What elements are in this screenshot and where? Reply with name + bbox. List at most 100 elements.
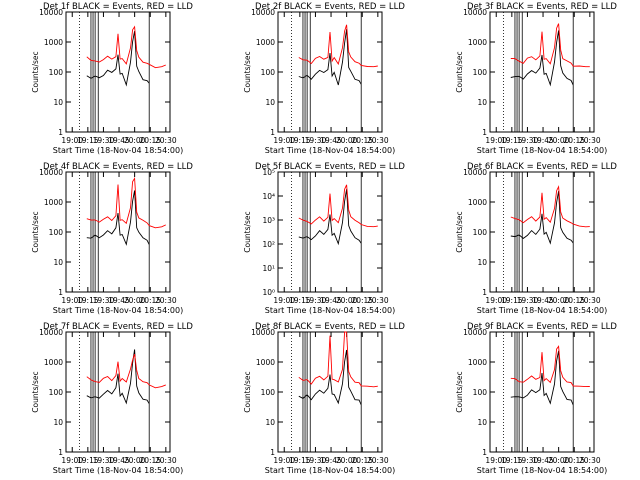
y-tick-label: 1 [482, 288, 487, 297]
x-tick-label: 20:15 [563, 136, 585, 145]
y-tick-label: 1000 [44, 38, 63, 47]
y-tick-label: 100 [49, 228, 64, 237]
chart-panel: Det 1f BLACK = Events, RED = LLD 1 10 100 10… [31, 2, 193, 155]
x-tick-label: 20:30 [367, 136, 389, 145]
events-series-line [510, 30, 574, 87]
x-axis-label: Start Time (18-Nov-04 18:54:00) [265, 466, 395, 475]
y-tick-label: 100 [261, 68, 276, 77]
lld-series-line [298, 331, 378, 388]
x-tick-label: 20:30 [579, 136, 601, 145]
y-axis-label: Counts/sec [243, 371, 252, 412]
y-tick-label: 100 [473, 388, 488, 397]
x-axis-label: Start Time (18-Nov-04 18:54:00) [265, 306, 395, 315]
x-tick-label: 20:30 [155, 456, 177, 465]
y-tick-label: 1000 [44, 198, 63, 207]
x-tick-label: 19:00 [273, 296, 295, 305]
chart-panel: Det 6f BLACK = Events, RED = LLD 1 10 100 10… [455, 162, 617, 315]
x-tick-label: 20:15 [563, 456, 585, 465]
y-tick-label: 10000 [463, 168, 487, 177]
y-tick-label: 100 [261, 388, 276, 397]
x-tick-label: 19:00 [61, 136, 83, 145]
y-tick-label: 1 [58, 128, 63, 137]
y-tick-label: 10 [53, 258, 63, 267]
y-tick-label: 10000 [39, 168, 63, 177]
y-tick-label: 10 [265, 418, 275, 427]
x-tick-label: 19:00 [485, 136, 507, 145]
lld-series-line [510, 23, 590, 68]
y-tick-label: 10 [265, 98, 275, 107]
x-tick-label: 19:45 [108, 296, 130, 305]
panel-title: Det 9f BLACK = Events, RED = LLD [467, 322, 617, 332]
lld-series-line [510, 185, 590, 228]
panel-title: Det 2f BLACK = Events, RED = LLD [255, 2, 405, 12]
x-tick-label: 20:15 [139, 136, 161, 145]
x-tick-label: 20:00 [336, 456, 358, 465]
y-tick-label: 10² [262, 240, 275, 249]
y-tick-label: 1 [270, 128, 275, 137]
y-axis-label: Counts/sec [455, 371, 464, 412]
events-series-line [298, 29, 362, 86]
x-tick-label: 19:15 [501, 296, 523, 305]
chart-panel: Det 9f BLACK = Events, RED = LLD 1 10 100 10… [455, 322, 617, 475]
y-tick-label: 1 [270, 448, 275, 457]
x-tick-label: 20:15 [351, 456, 373, 465]
x-tick-label: 20:15 [563, 296, 585, 305]
x-tick-label: 20:00 [548, 456, 570, 465]
x-tick-label: 20:30 [367, 456, 389, 465]
x-tick-label: 19:15 [501, 456, 523, 465]
x-tick-label: 19:45 [320, 456, 342, 465]
x-tick-label: 20:15 [139, 296, 161, 305]
x-tick-label: 19:00 [485, 296, 507, 305]
plot-frame [65, 11, 171, 133]
y-tick-label: 10000 [39, 8, 63, 17]
x-tick-label: 19:45 [532, 136, 554, 145]
x-axis-label: Start Time (18-Nov-04 18:54:00) [477, 466, 607, 475]
y-axis-label: Counts/sec [243, 211, 252, 252]
y-tick-label: 10³ [262, 216, 275, 225]
x-tick-label: 20:15 [139, 456, 161, 465]
y-tick-label: 100 [473, 228, 488, 237]
x-tick-label: 19:30 [517, 456, 539, 465]
y-tick-label: 10000 [463, 328, 487, 337]
x-tick-label: 19:45 [532, 296, 554, 305]
plot-frame [489, 11, 595, 133]
y-tick-label: 10000 [463, 8, 487, 17]
lld-series-line [86, 25, 166, 69]
x-tick-label: 19:15 [289, 296, 311, 305]
events-series-line [86, 190, 150, 246]
x-tick-label: 19:00 [485, 456, 507, 465]
lld-series-line [86, 353, 166, 389]
x-tick-label: 19:45 [108, 136, 130, 145]
x-tick-label: 20:00 [124, 136, 146, 145]
y-axis-label: Counts/sec [31, 371, 40, 412]
y-tick-label: 10 [477, 418, 487, 427]
panel-title: Det 6f BLACK = Events, RED = LLD [467, 162, 617, 172]
x-tick-label: 19:30 [93, 456, 115, 465]
x-tick-label: 19:30 [305, 136, 327, 145]
y-tick-label: 10 [477, 98, 487, 107]
y-tick-label: 1000 [44, 358, 63, 367]
y-tick-label: 100 [49, 388, 64, 397]
y-tick-label: 1000 [468, 38, 487, 47]
y-tick-label: 10 [53, 418, 63, 427]
x-tick-label: 19:15 [77, 136, 99, 145]
y-tick-label: 10⁴ [262, 192, 275, 201]
x-tick-label: 19:30 [93, 296, 115, 305]
plot-frame [489, 331, 595, 453]
x-axis-label: Start Time (18-Nov-04 18:54:00) [53, 146, 183, 155]
x-tick-label: 19:45 [320, 136, 342, 145]
x-tick-label: 20:30 [579, 456, 601, 465]
y-tick-label: 10⁵ [262, 168, 275, 177]
x-tick-label: 20:30 [155, 136, 177, 145]
x-tick-label: 20:00 [548, 136, 570, 145]
y-tick-label: 100 [49, 68, 64, 77]
y-axis-label: Counts/sec [455, 51, 464, 92]
chart-panel: Det 4f BLACK = Events, RED = LLD 1 10 100 10… [31, 162, 193, 315]
events-series-line [86, 31, 150, 87]
plot-frame [277, 11, 383, 133]
chart-panel: Det 3f BLACK = Events, RED = LLD 1 10 100 10… [455, 2, 617, 155]
x-axis-label: Start Time (18-Nov-04 18:54:00) [477, 146, 607, 155]
x-tick-label: 20:00 [124, 296, 146, 305]
x-tick-label: 19:15 [77, 456, 99, 465]
y-tick-label: 10000 [251, 328, 275, 337]
